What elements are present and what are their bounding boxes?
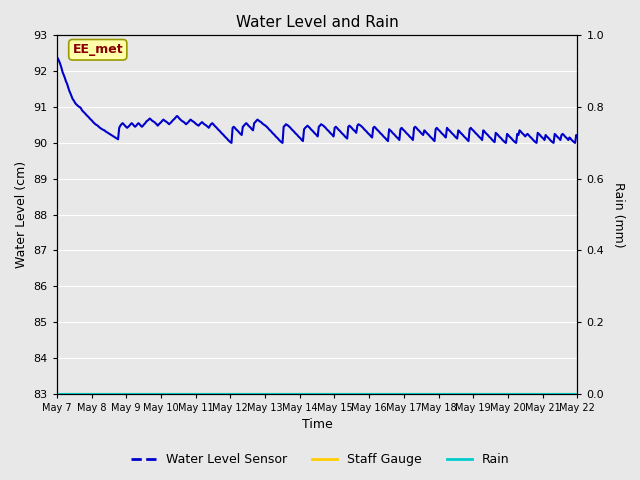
X-axis label: Time: Time <box>301 419 333 432</box>
Text: EE_met: EE_met <box>72 43 123 56</box>
Y-axis label: Water Level (cm): Water Level (cm) <box>15 161 28 268</box>
Y-axis label: Rain (mm): Rain (mm) <box>612 182 625 247</box>
Title: Water Level and Rain: Water Level and Rain <box>236 15 399 30</box>
Legend: Water Level Sensor, Staff Gauge, Rain: Water Level Sensor, Staff Gauge, Rain <box>125 448 515 471</box>
